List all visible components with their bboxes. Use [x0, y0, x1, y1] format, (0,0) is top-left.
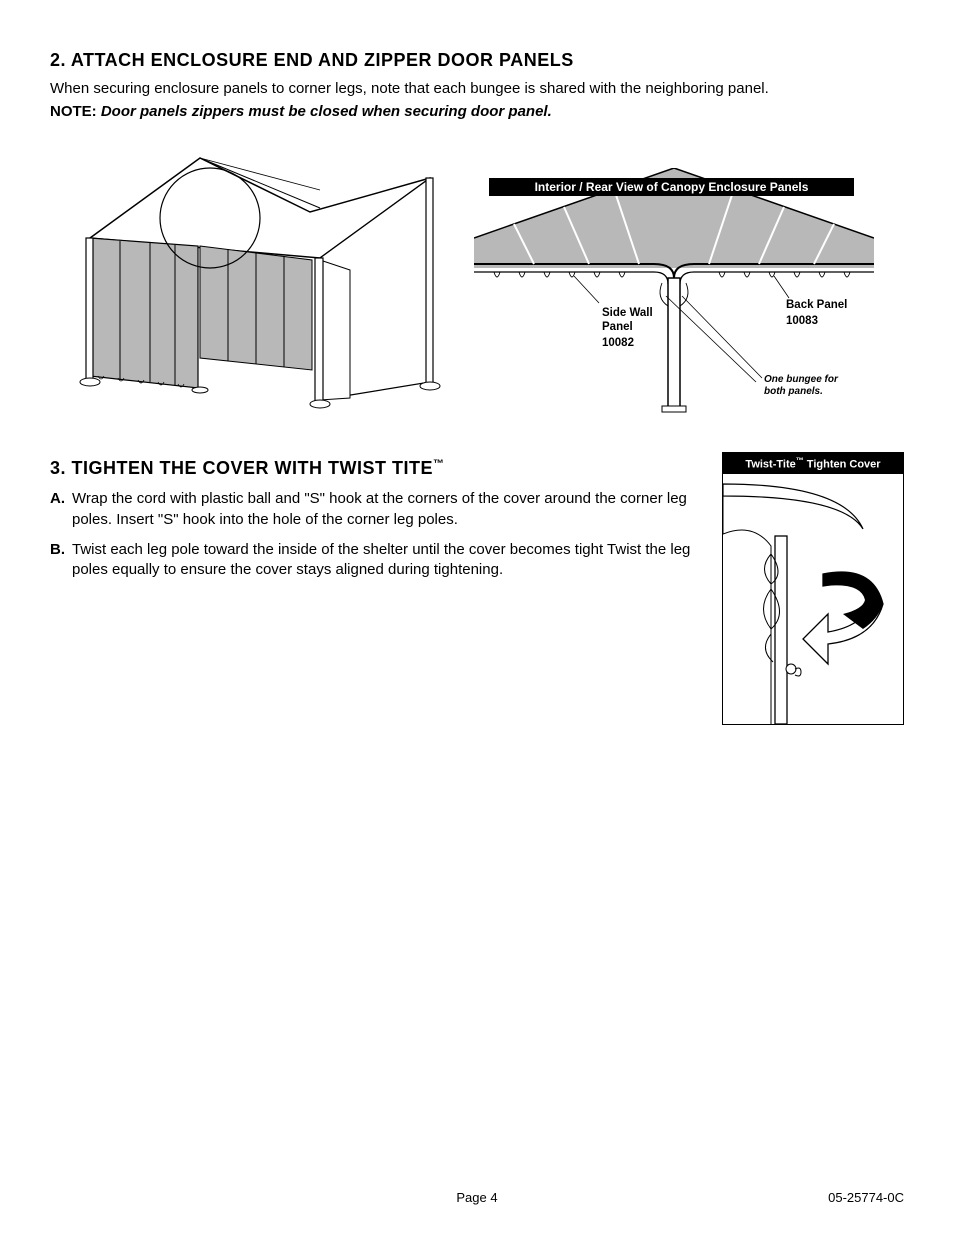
section3: 3. TIGHTEN THE COVER WITH TWIST TITE™ A.… — [50, 458, 904, 725]
step-a: A. Wrap the cord with plastic ball and "… — [50, 489, 692, 530]
section2-note: NOTE: Door panels zippers must be closed… — [50, 103, 904, 120]
step-list: A. Wrap the cord with plastic ball and "… — [50, 489, 692, 580]
step-letter-a: A. — [50, 489, 72, 530]
footer-page-number: Page 4 — [0, 1190, 954, 1205]
diagram-right-header: Interior / Rear View of Canopy Enclosure… — [489, 178, 854, 196]
page-footer: Page 4 05-25774-0C — [0, 1190, 954, 1205]
svg-text:One bungee for: One bungee for — [764, 374, 839, 385]
footer-docnum: 05-25774-0C — [828, 1190, 904, 1205]
section3-heading: 3. TIGHTEN THE COVER WITH TWIST TITE™ — [50, 458, 692, 479]
back-panel-label: Back Panel — [786, 299, 847, 311]
diagrams-row: Interior / Rear View of Canopy Enclosure… — [50, 138, 904, 418]
svg-text:Panel: Panel — [602, 321, 633, 333]
twist-arrow-icon — [803, 572, 883, 664]
side-wall-num: 10082 — [602, 337, 634, 349]
note-label: NOTE: — [50, 103, 97, 120]
step-b: B. Twist each leg pole toward the inside… — [50, 540, 692, 581]
back-panel-num: 10083 — [786, 315, 818, 327]
step-b-text: Twist each leg pole toward the inside of… — [72, 540, 692, 581]
twist-tite-diagram: Twist-Tite™ Tighten Cover — [722, 452, 904, 725]
note-body: Door panels zippers must be closed when … — [101, 103, 552, 120]
section3-text: 3. TIGHTEN THE COVER WITH TWIST TITE™ A.… — [50, 458, 692, 590]
svg-text:both panels.: both panels. — [764, 386, 823, 397]
page-container: 2. ATTACH ENCLOSURE END AND ZIPPER DOOR … — [0, 0, 954, 1235]
tm-symbol: ™ — [433, 458, 445, 470]
step-a-text: Wrap the cord with plastic ball and "S" … — [72, 489, 692, 530]
twist-tite-header: Twist-Tite™ Tighten Cover — [723, 453, 903, 474]
step-letter-b: B. — [50, 540, 72, 581]
side-wall-label: Side Wall — [602, 307, 653, 319]
section2-body: When securing enclosure panels to corner… — [50, 79, 904, 99]
section3-heading-text: 3. TIGHTEN THE COVER WITH TWIST TITE — [50, 458, 433, 478]
diagram-canopy-perspective — [50, 138, 450, 418]
section2-heading: 2. ATTACH ENCLOSURE END AND ZIPPER DOOR … — [50, 50, 904, 71]
diagram-interior-view: Interior / Rear View of Canopy Enclosure… — [474, 168, 874, 418]
